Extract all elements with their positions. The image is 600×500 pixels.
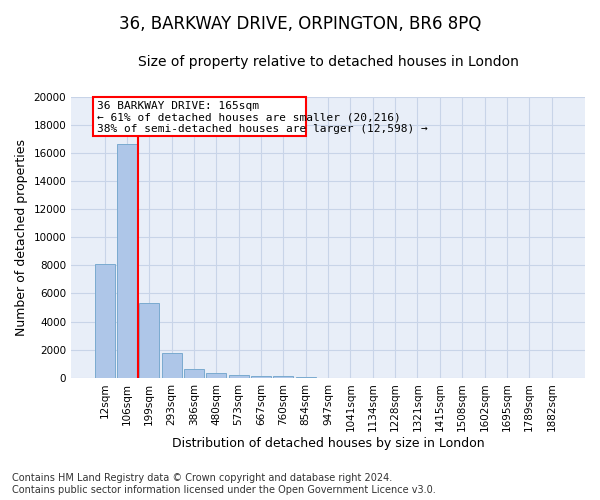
X-axis label: Distribution of detached houses by size in London: Distribution of detached houses by size …: [172, 437, 484, 450]
Bar: [296, 377, 316, 378]
Bar: [139, 304, 160, 378]
FancyBboxPatch shape: [94, 96, 306, 136]
Text: Contains HM Land Registry data © Crown copyright and database right 2024.
Contai: Contains HM Land Registry data © Crown c…: [12, 474, 436, 495]
Text: 36 BARKWAY DRIVE: 165sqm
← 61% of detached houses are smaller (20,216)
38% of se: 36 BARKWAY DRIVE: 165sqm ← 61% of detach…: [97, 101, 428, 134]
Bar: [117, 144, 137, 378]
Bar: [229, 376, 249, 378]
Title: Size of property relative to detached houses in London: Size of property relative to detached ho…: [137, 55, 518, 69]
Y-axis label: Number of detached properties: Number of detached properties: [15, 138, 28, 336]
Bar: [95, 264, 115, 378]
Bar: [206, 374, 226, 378]
Text: 36, BARKWAY DRIVE, ORPINGTON, BR6 8PQ: 36, BARKWAY DRIVE, ORPINGTON, BR6 8PQ: [119, 15, 481, 33]
Bar: [274, 376, 293, 378]
Bar: [251, 376, 271, 378]
Bar: [184, 368, 204, 378]
Bar: [161, 353, 182, 378]
